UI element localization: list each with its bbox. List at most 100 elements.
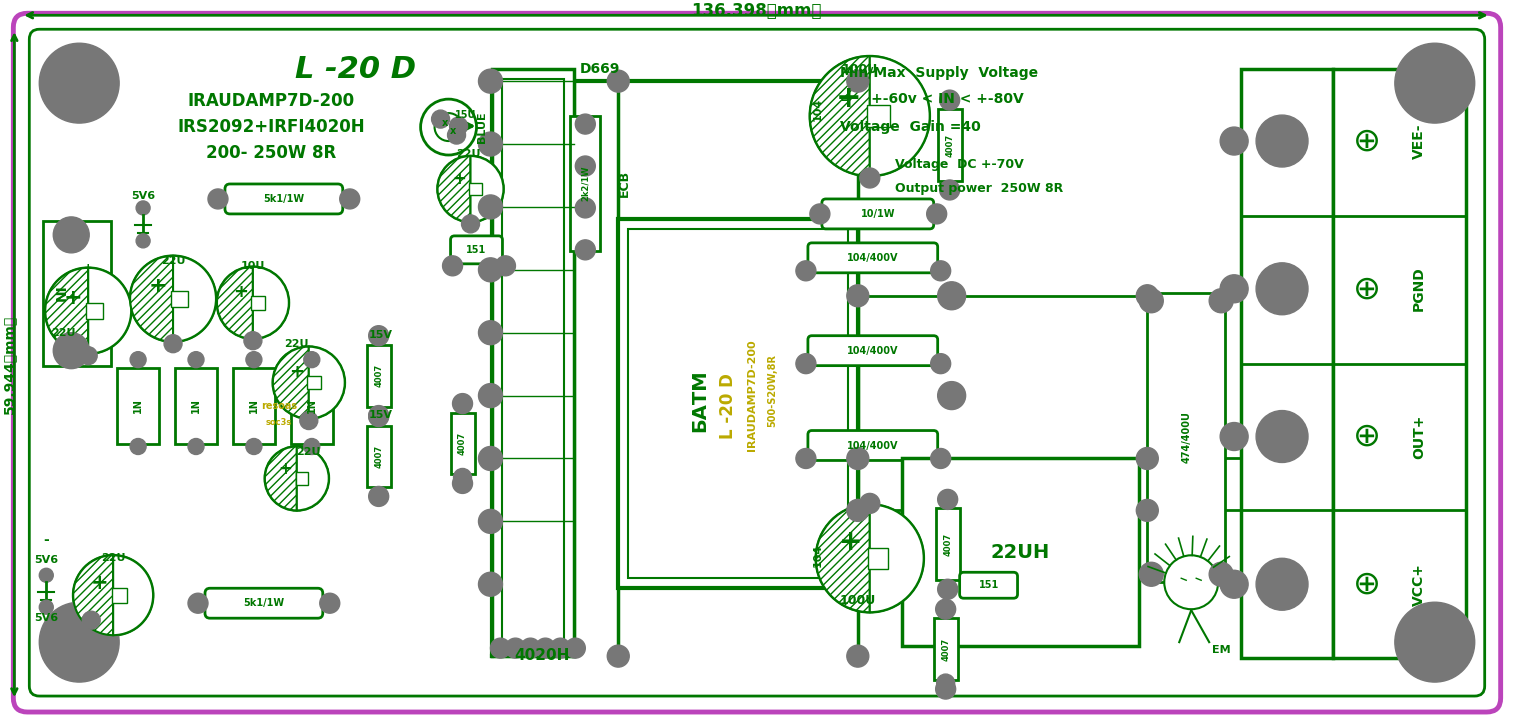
Text: 4007: 4007	[945, 133, 954, 156]
Text: IRS2092+IRFI4020H: IRS2092+IRFI4020H	[177, 118, 365, 136]
Wedge shape	[73, 555, 114, 635]
Circle shape	[846, 447, 869, 469]
Text: VCC+: VCC+	[1413, 563, 1426, 606]
Circle shape	[846, 285, 869, 307]
Circle shape	[575, 114, 595, 134]
Text: 2k2/1W: 2k2/1W	[581, 165, 590, 201]
Text: 4007: 4007	[374, 445, 383, 468]
Text: 5V6: 5V6	[35, 613, 59, 623]
Circle shape	[607, 645, 630, 667]
Text: 5V6: 5V6	[35, 555, 59, 565]
Circle shape	[1257, 558, 1308, 610]
Circle shape	[188, 439, 204, 455]
FancyBboxPatch shape	[808, 336, 937, 366]
Text: Voltage  Gain =40: Voltage Gain =40	[840, 120, 981, 134]
Wedge shape	[438, 156, 471, 222]
Circle shape	[265, 447, 329, 510]
Text: 22U: 22U	[285, 339, 309, 349]
Circle shape	[453, 394, 472, 413]
Bar	[868, 548, 889, 568]
Wedge shape	[471, 156, 504, 222]
Text: 4020H: 4020H	[515, 648, 571, 662]
Wedge shape	[173, 256, 217, 342]
Text: 4007: 4007	[943, 533, 952, 556]
Circle shape	[810, 204, 830, 224]
Text: 22U: 22U	[160, 256, 185, 266]
Circle shape	[1257, 115, 1308, 167]
Wedge shape	[217, 267, 253, 339]
Text: 104: 104	[813, 544, 824, 567]
Circle shape	[478, 447, 503, 471]
Circle shape	[521, 638, 540, 658]
Bar	[171, 290, 188, 307]
FancyBboxPatch shape	[14, 13, 1500, 712]
Wedge shape	[45, 268, 88, 353]
Text: +: +	[64, 288, 82, 308]
Circle shape	[462, 215, 480, 233]
Circle shape	[188, 593, 207, 613]
Circle shape	[369, 405, 389, 426]
Circle shape	[453, 473, 472, 494]
FancyBboxPatch shape	[822, 199, 934, 229]
Circle shape	[478, 258, 503, 282]
Circle shape	[442, 256, 463, 276]
Circle shape	[1210, 563, 1232, 586]
Wedge shape	[871, 505, 924, 613]
Wedge shape	[253, 267, 289, 339]
Circle shape	[931, 261, 951, 281]
Wedge shape	[130, 256, 173, 342]
Circle shape	[846, 645, 869, 667]
FancyBboxPatch shape	[226, 184, 342, 214]
Bar	[44, 221, 111, 366]
Circle shape	[454, 468, 471, 487]
Bar	[934, 618, 958, 680]
Text: x: x	[450, 126, 456, 136]
Circle shape	[369, 487, 389, 506]
Circle shape	[244, 332, 262, 350]
Circle shape	[1140, 563, 1163, 586]
Text: 22U: 22U	[51, 328, 76, 337]
Circle shape	[448, 126, 465, 144]
Circle shape	[136, 201, 150, 215]
Circle shape	[79, 347, 97, 365]
Text: 59.944（mm）: 59.944（mm）	[3, 315, 17, 414]
Circle shape	[82, 611, 100, 629]
FancyBboxPatch shape	[451, 236, 503, 264]
Circle shape	[1137, 500, 1158, 521]
Circle shape	[245, 352, 262, 368]
Text: +: +	[453, 170, 466, 188]
Text: 5k1/1W: 5k1/1W	[244, 598, 285, 608]
Text: PGND: PGND	[1413, 266, 1426, 311]
Text: EM: EM	[1211, 645, 1231, 655]
Text: x: x	[442, 118, 448, 128]
Circle shape	[39, 600, 53, 614]
Circle shape	[130, 439, 145, 455]
Text: 104: 104	[813, 98, 824, 121]
Circle shape	[937, 489, 958, 510]
Text: VEE-: VEE-	[1413, 123, 1426, 159]
Circle shape	[478, 572, 503, 597]
FancyBboxPatch shape	[29, 29, 1485, 696]
Circle shape	[575, 156, 595, 176]
Circle shape	[39, 43, 120, 123]
Text: 5k1/1W: 5k1/1W	[263, 194, 304, 204]
Circle shape	[940, 180, 960, 200]
Circle shape	[1137, 447, 1158, 469]
Text: 104/400V: 104/400V	[846, 345, 898, 355]
Circle shape	[73, 555, 153, 635]
Text: 151: 151	[466, 245, 486, 255]
Text: +: +	[83, 262, 94, 275]
Bar	[233, 368, 276, 444]
Circle shape	[796, 261, 816, 281]
Bar	[503, 79, 565, 646]
Circle shape	[164, 334, 182, 353]
Wedge shape	[309, 347, 345, 418]
Text: 15V: 15V	[369, 329, 392, 340]
Circle shape	[1220, 275, 1248, 303]
Bar	[618, 219, 858, 588]
Circle shape	[495, 256, 515, 276]
FancyBboxPatch shape	[808, 431, 937, 460]
Circle shape	[937, 674, 955, 692]
Circle shape	[846, 70, 869, 92]
Text: 10/1W: 10/1W	[860, 209, 895, 219]
